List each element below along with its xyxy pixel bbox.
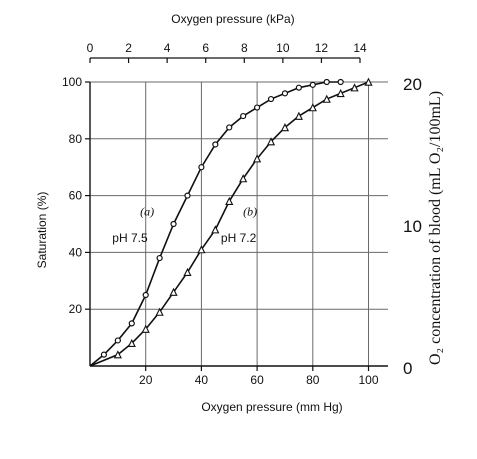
series-point-a bbox=[337, 78, 344, 86]
top-axis-tick-label: 2 bbox=[125, 41, 132, 55]
annotation-label-0: (a) bbox=[140, 204, 154, 218]
series-point-b bbox=[183, 267, 192, 277]
series-point-b bbox=[253, 154, 262, 163]
series-point-b bbox=[155, 307, 164, 316]
annotation-label-2: (b) bbox=[243, 204, 257, 218]
series-point-a bbox=[295, 84, 302, 91]
right-axis-tick-label: 0 bbox=[403, 359, 412, 378]
series-point-b bbox=[364, 77, 373, 86]
top-axis-tick-label: 10 bbox=[276, 41, 290, 55]
x-axis-tick-label: 80 bbox=[306, 373, 320, 387]
right-axis-title: O₂ concentration of blood (mL O₂/100mL) bbox=[427, 91, 444, 365]
series-point-b bbox=[239, 174, 248, 183]
series-line-a bbox=[89, 81, 341, 367]
y-axis-title: Saturation (%) bbox=[35, 192, 49, 269]
series-point-a bbox=[198, 164, 205, 171]
series-point-b bbox=[336, 88, 345, 98]
top-axis-tick-label: 14 bbox=[353, 41, 367, 55]
series-point-a bbox=[226, 124, 233, 131]
y-axis-tick-label: 80 bbox=[69, 132, 83, 146]
series-point-b bbox=[211, 225, 220, 234]
x-axis-title: Oxygen pressure (mm Hg) bbox=[201, 400, 342, 414]
top-axis-tick-label: 4 bbox=[164, 41, 171, 55]
top-axis-tick-label: 0 bbox=[87, 41, 94, 55]
top-axis-tick-label: 12 bbox=[315, 41, 329, 55]
series-point-b bbox=[141, 324, 150, 333]
series-point-b bbox=[127, 338, 136, 348]
right-axis-tick-label: 20 bbox=[403, 75, 422, 94]
series-point-a bbox=[267, 95, 275, 103]
top-axis-title: Oxygen pressure (kPa) bbox=[171, 12, 294, 26]
x-axis-tick-label: 60 bbox=[250, 373, 264, 387]
series-point-a bbox=[254, 104, 261, 111]
series-point-a bbox=[212, 141, 219, 148]
top-axis-tick-label: 8 bbox=[241, 41, 248, 55]
top-axis-tick-label: 6 bbox=[202, 41, 209, 55]
series-point-a bbox=[184, 192, 191, 199]
y-axis-tick-label: 60 bbox=[69, 189, 83, 203]
series-point-b bbox=[169, 287, 178, 296]
series-point-b bbox=[294, 111, 303, 120]
series-point-b bbox=[322, 94, 331, 103]
series-point-a bbox=[100, 351, 108, 358]
y-axis-tick-label: 20 bbox=[69, 302, 83, 316]
series-point-a bbox=[323, 78, 330, 86]
right-axis-tick-label: 10 bbox=[403, 217, 422, 236]
series-point-a bbox=[170, 220, 177, 228]
series-point-b bbox=[266, 137, 276, 146]
x-axis-tick-label: 40 bbox=[195, 373, 209, 387]
y-axis-tick-label: 100 bbox=[62, 75, 82, 89]
series-point-b bbox=[308, 103, 317, 112]
x-axis-tick-label: 100 bbox=[358, 373, 378, 387]
series-point-a bbox=[128, 320, 135, 327]
series-point-b bbox=[197, 245, 206, 254]
series-point-a bbox=[309, 81, 316, 88]
y-axis-tick-label: 40 bbox=[69, 245, 83, 259]
series-point-b bbox=[225, 196, 234, 206]
series-point-a bbox=[156, 254, 163, 262]
series-point-b bbox=[280, 123, 290, 132]
series-point-a bbox=[240, 112, 247, 120]
series-point-b bbox=[350, 83, 359, 92]
series-point-a bbox=[114, 337, 121, 344]
series-point-b bbox=[113, 350, 122, 359]
annotation-label-1: pH 7.5 bbox=[112, 231, 148, 245]
annotation-label-3: pH 7.2 bbox=[221, 231, 257, 245]
x-axis-tick-label: 20 bbox=[139, 373, 153, 387]
series-point-a bbox=[142, 291, 149, 299]
series-point-a bbox=[281, 90, 289, 97]
